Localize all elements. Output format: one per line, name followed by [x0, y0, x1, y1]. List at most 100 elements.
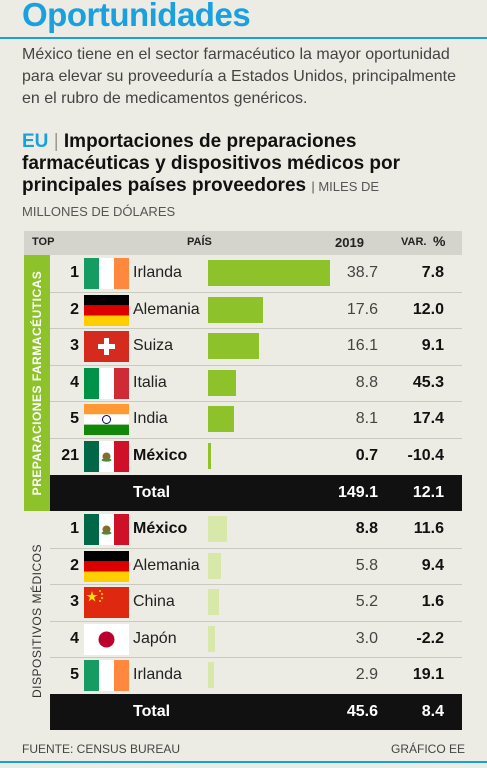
- row-divider: [50, 438, 462, 439]
- china-flag: [84, 587, 129, 618]
- total-value: 45.6: [346, 703, 378, 720]
- rank-label: 5: [70, 410, 79, 427]
- india-flag: [84, 404, 129, 435]
- table-header: TOP PAÍS 2019 VAR. %: [24, 231, 462, 255]
- table-row: 3 China 5.2 1.6: [50, 584, 462, 621]
- title-rule: [0, 37, 487, 39]
- value-label: 2.9: [355, 666, 378, 683]
- rank-label: 3: [70, 593, 79, 610]
- header-year: 2019: [335, 235, 364, 250]
- var-label: 9.4: [421, 557, 444, 574]
- table-row: 1 México 8.8 11.6: [50, 511, 462, 548]
- var-label: 19.1: [412, 666, 444, 683]
- table-row: 5 Irlanda 2.9 19.1: [50, 657, 462, 694]
- total-label: Total: [133, 484, 171, 501]
- country-label: Japón: [133, 630, 177, 647]
- var-label: 9.1: [421, 337, 444, 354]
- rank-label: 2: [70, 301, 79, 318]
- value-bar: [208, 406, 234, 432]
- table-row: 3 Suiza 16.1 9.1: [50, 328, 462, 365]
- row-divider: [50, 621, 462, 622]
- country-label: Alemania: [133, 557, 200, 574]
- switzerland-flag: [84, 331, 129, 362]
- row-divider: [50, 328, 462, 329]
- rank-label: 5: [70, 666, 79, 683]
- country-label: México: [133, 520, 188, 537]
- units-label-b: MILLONES DE DÓLARES: [22, 204, 176, 219]
- value-bar: [208, 626, 215, 652]
- var-label: 7.8: [421, 264, 444, 281]
- row-divider: [50, 584, 462, 585]
- source-note: FUENTE: CENSUS BUREAU: [22, 742, 181, 756]
- total-var: 12.1: [412, 484, 444, 501]
- country-label: México: [133, 447, 188, 464]
- rank-label: 1: [70, 264, 79, 281]
- var-label: 45.3: [412, 374, 444, 391]
- title-separator: |: [53, 131, 59, 152]
- mexico-flag: [84, 441, 129, 472]
- rank-label: 21: [61, 447, 79, 464]
- value-label: 8.8: [355, 520, 378, 537]
- credit-note: GRÁFICO EE: [390, 742, 465, 756]
- chart-title: EU | Importaciones de preparaciones farm…: [22, 131, 472, 198]
- var-label: -2.2: [416, 630, 444, 647]
- var-label: -10.4: [407, 447, 444, 464]
- value-label: 0.7: [355, 447, 378, 464]
- table-row: 21 México 0.7 -10.4: [50, 438, 462, 475]
- rank-label: 1: [70, 520, 79, 537]
- ireland-flag: [84, 258, 129, 289]
- country-label: Suiza: [133, 337, 174, 354]
- row-divider: [50, 401, 462, 402]
- rank-label: 4: [70, 630, 79, 647]
- rank-label: 4: [70, 374, 79, 391]
- table-row: 4 Italia 8.8 45.3: [50, 365, 462, 402]
- value-bar: [208, 553, 221, 579]
- table-row: 2 Alemania 17.6 12.0: [50, 292, 462, 329]
- table-row: 4 Japón 3.0 -2.2: [50, 621, 462, 658]
- table-row: 1 Irlanda 38.7 7.8: [50, 255, 462, 292]
- value-bar: [208, 297, 264, 323]
- units-label-a: | MILES DE: [311, 179, 380, 194]
- value-bar: [208, 260, 330, 286]
- group-name-devices: DISPOSITIVOS MÉDICOS: [30, 543, 44, 699]
- country-label: China: [133, 593, 175, 610]
- value-label: 8.1: [355, 410, 378, 427]
- total-var: 8.4: [421, 703, 444, 720]
- chart-title-text: Importaciones de preparaciones farmacéut…: [22, 131, 401, 196]
- row-divider: [50, 365, 462, 366]
- rank-label: 2: [70, 557, 79, 574]
- value-bar: [208, 333, 259, 359]
- total-value: 149.1: [337, 484, 378, 501]
- row-divider: [50, 292, 462, 293]
- row-divider: [50, 657, 462, 658]
- rank-label: 3: [70, 337, 79, 354]
- value-bar: [208, 443, 211, 469]
- header-var: VAR.: [401, 236, 427, 248]
- value-label: 5.2: [355, 593, 378, 610]
- country-label: Irlanda: [133, 666, 182, 683]
- ireland-flag: [84, 660, 129, 691]
- group-name-pharma: PREPARACIONES FARMACÉUTICAS: [30, 270, 44, 496]
- country-label: Alemania: [133, 301, 200, 318]
- value-label: 17.6: [346, 301, 378, 318]
- intro-text: México tiene en el sector farmacéutico l…: [22, 46, 457, 107]
- mexico-flag: [84, 514, 129, 545]
- value-label: 3.0: [355, 630, 378, 647]
- value-bar: [208, 589, 220, 615]
- header-pct: %: [433, 233, 446, 249]
- var-label: 12.0: [412, 301, 444, 318]
- japan-flag: [84, 624, 129, 655]
- value-label: 38.7: [346, 264, 378, 281]
- bottom-rule: [0, 761, 487, 763]
- value-bar: [208, 662, 215, 688]
- country-label: Irlanda: [133, 264, 182, 281]
- group-label-pharma: PREPARACIONES FARMACÉUTICAS: [24, 255, 50, 511]
- italy-flag: [84, 368, 129, 399]
- germany-flag: [84, 551, 129, 582]
- value-bar: [208, 370, 236, 396]
- row-divider: [50, 548, 462, 549]
- value-label: 16.1: [346, 337, 378, 354]
- country-label: Italia: [133, 374, 167, 391]
- var-label: 17.4: [412, 410, 444, 427]
